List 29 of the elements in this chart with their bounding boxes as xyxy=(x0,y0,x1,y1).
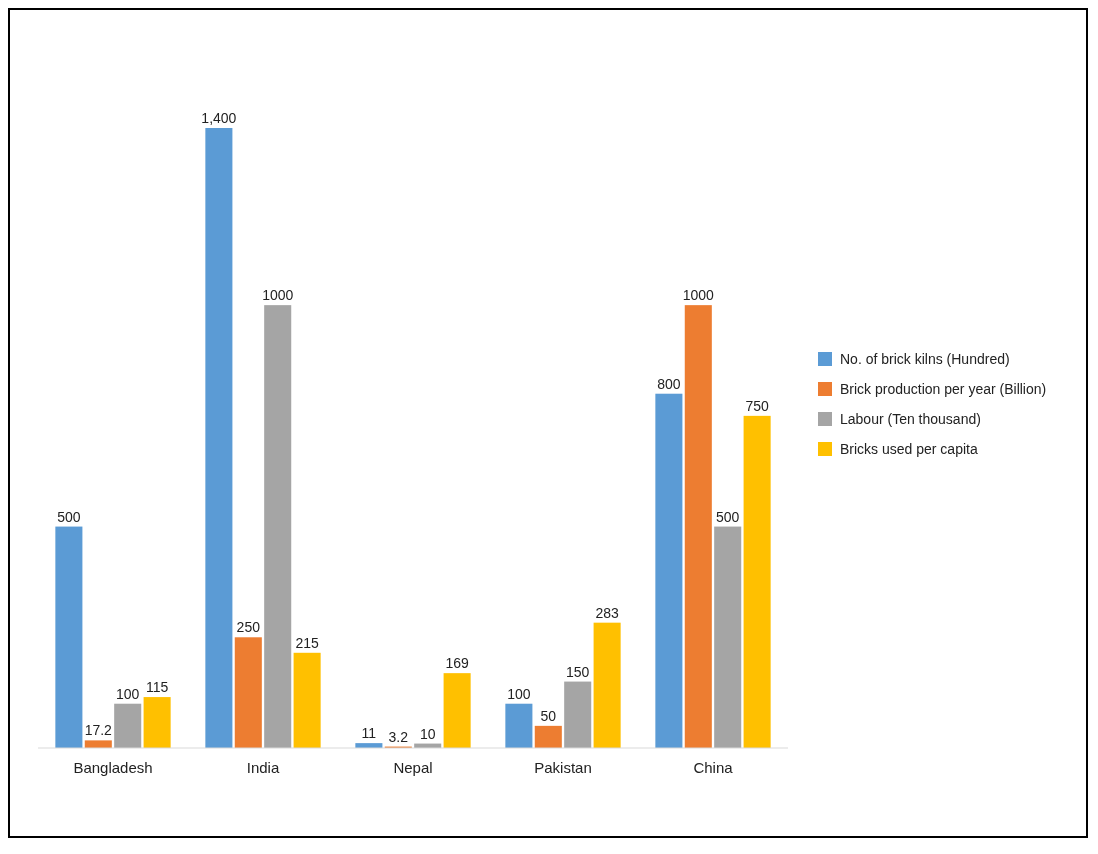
data-label: 10 xyxy=(419,725,436,742)
data-label: 3.2 xyxy=(388,728,409,745)
data-label: 1,400 xyxy=(201,110,237,126)
data-label: 11 xyxy=(361,725,377,742)
data-label: 50 xyxy=(540,707,557,724)
data-label: 500 xyxy=(716,508,740,525)
data-label: 115 xyxy=(145,679,169,696)
data-label: 169 xyxy=(445,655,470,672)
legend-label: No. of brick kilns (Hundred) xyxy=(840,351,1010,367)
x-tick-label: Nepal xyxy=(393,759,433,776)
data-label: 750 xyxy=(745,397,770,414)
legend-label: Brick production per year (Billion) xyxy=(840,381,1047,397)
data-label: 100 xyxy=(507,685,531,702)
data-label: 1000 xyxy=(262,287,294,304)
legend-label: Bricks used per capita xyxy=(840,441,978,457)
x-tick-label: Bangladesh xyxy=(73,759,153,776)
data-label: 150 xyxy=(566,663,590,680)
data-label: 1000 xyxy=(682,287,715,304)
data-label: 800 xyxy=(657,375,681,392)
data-label: 215 xyxy=(295,634,320,651)
x-tick-label: China xyxy=(693,759,734,776)
data-label: 250 xyxy=(236,619,261,636)
data-label: 100 xyxy=(116,685,140,702)
data-label: 500 xyxy=(57,508,81,525)
data-label: 283 xyxy=(595,604,620,621)
data-label: 17.2 xyxy=(84,722,113,739)
x-tick-label: Pakistan xyxy=(534,759,592,776)
x-tick-label: India xyxy=(246,759,280,776)
legend-label: Labour (Ten thousand) xyxy=(840,411,981,427)
